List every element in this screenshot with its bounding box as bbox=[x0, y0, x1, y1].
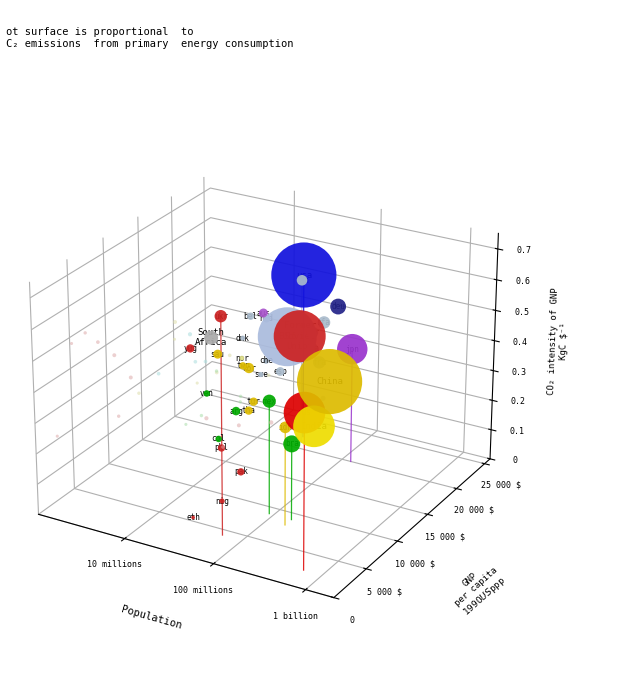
Y-axis label: GNP
per capita
$1990US$ppp: GNP per capita $1990US$ppp bbox=[447, 558, 509, 619]
Text: ot surface is proportional  to
C₂ emissions  from primary  energy consumption: ot surface is proportional to C₂ emissio… bbox=[6, 27, 294, 49]
X-axis label: Population: Population bbox=[121, 605, 183, 631]
